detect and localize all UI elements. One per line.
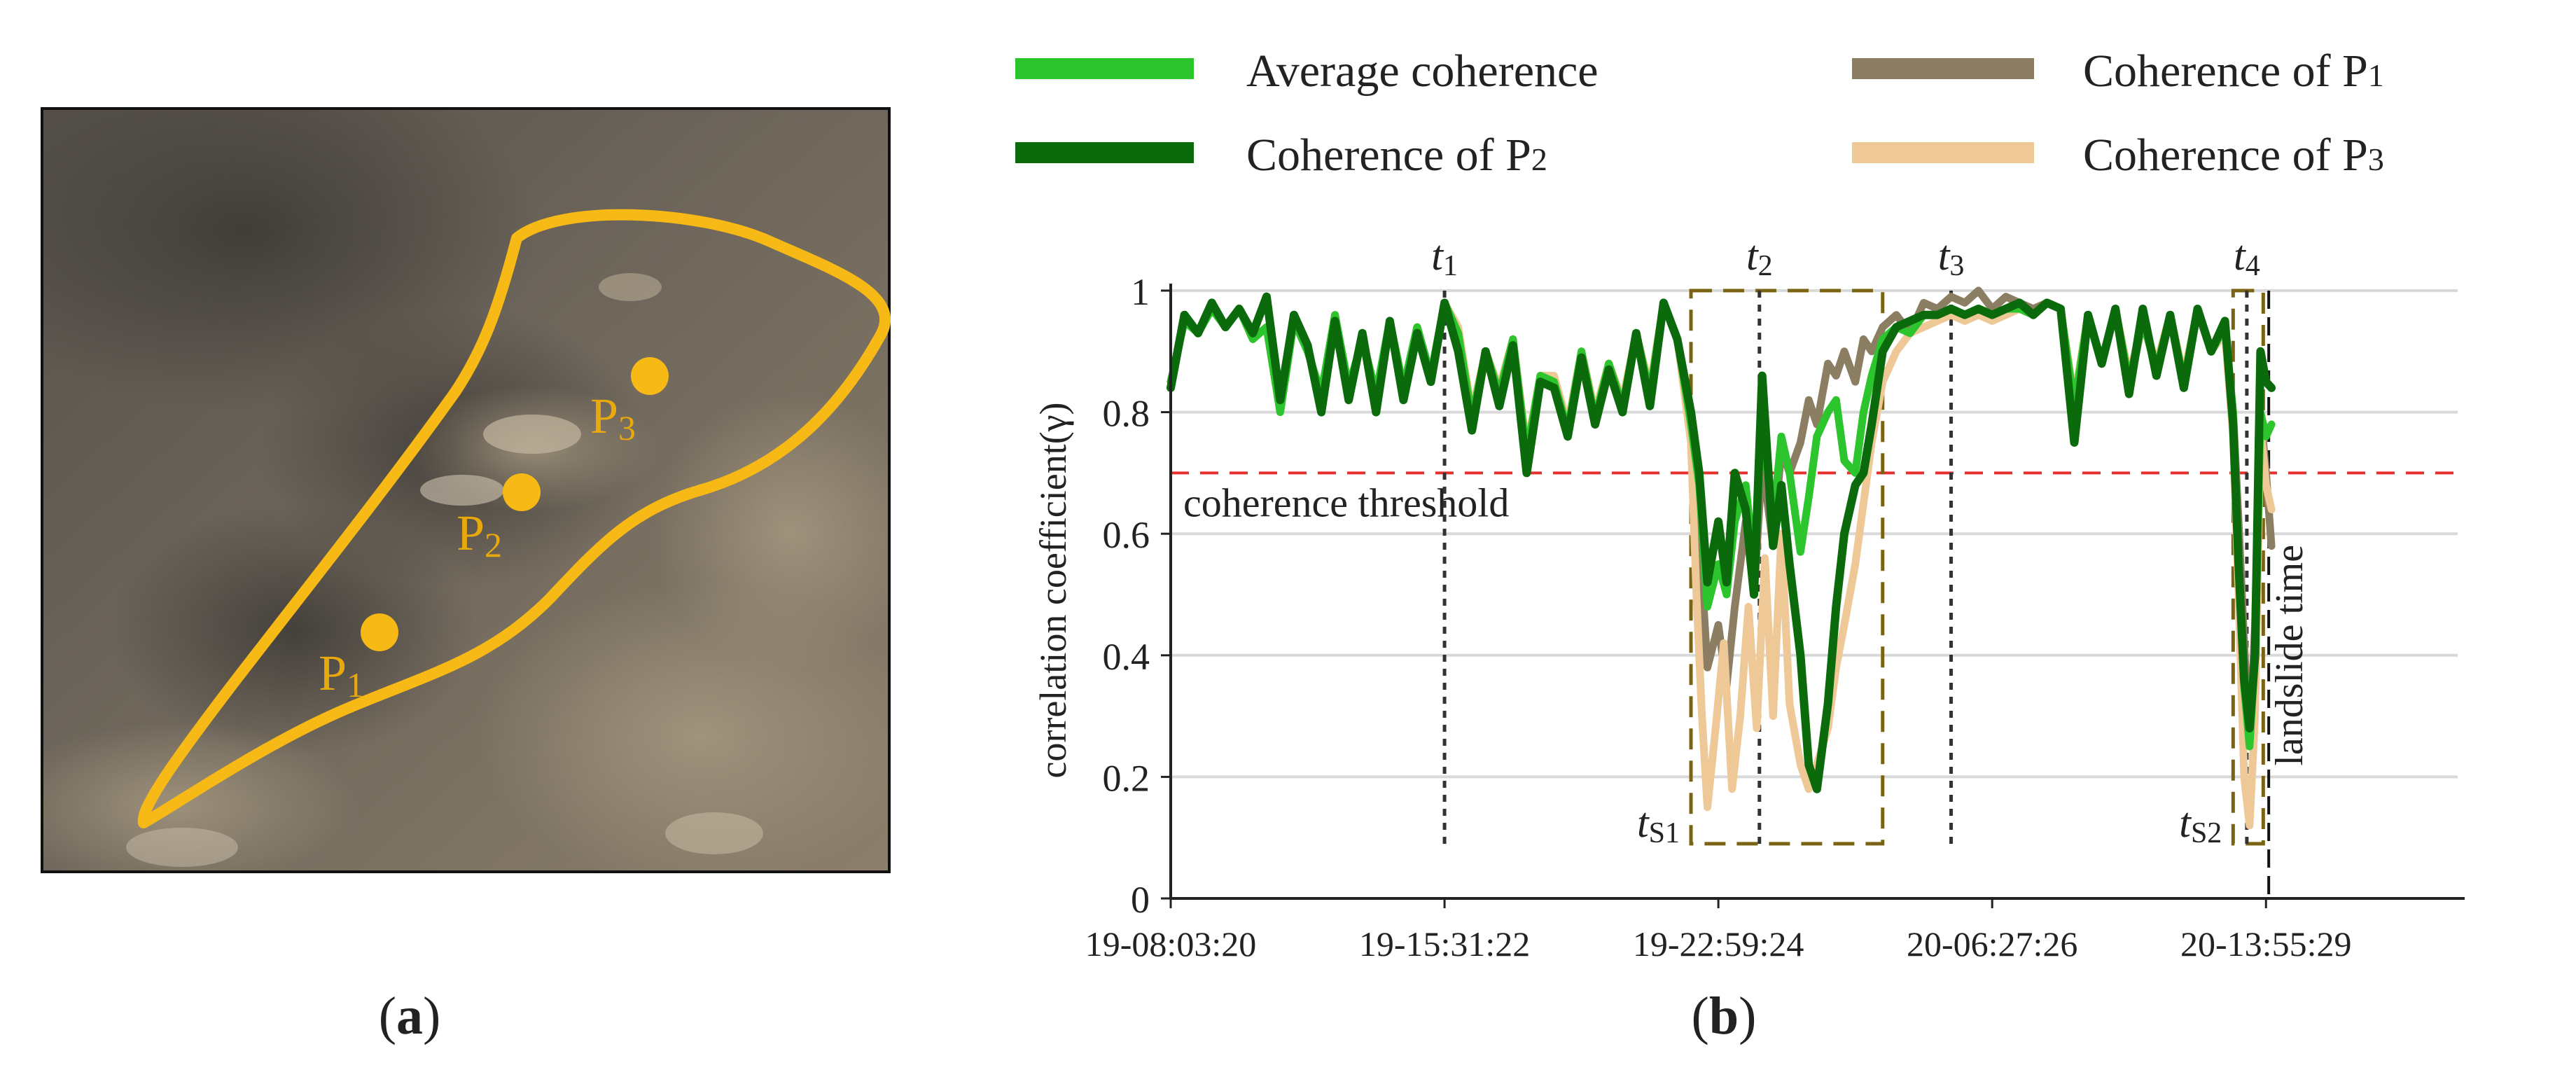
series-line-4 bbox=[1167, 292, 2276, 793]
caption-a: (a) bbox=[379, 987, 441, 1045]
x-tick-label: 19-08:03:20 bbox=[1085, 924, 1256, 964]
field-photo bbox=[42, 109, 889, 872]
y-tick-label: 0.4 bbox=[1103, 636, 1150, 678]
landslide-outline bbox=[137, 209, 891, 828]
time-marker-label-2: t2 bbox=[1746, 232, 1773, 282]
photo-frame bbox=[41, 107, 891, 873]
x-tick-label: 20-06:27:26 bbox=[1907, 924, 2077, 964]
point-p3-marker bbox=[631, 357, 669, 395]
legend-label-p1: Coherence of P1 bbox=[2083, 46, 2384, 97]
point-p2-marker bbox=[503, 473, 541, 511]
landslide-time-label: landslide time bbox=[2268, 545, 2311, 766]
y-tick-label: 0.6 bbox=[1103, 514, 1150, 556]
series-lines bbox=[1167, 286, 2276, 830]
time-marker-label-1: t1 bbox=[1431, 232, 1458, 282]
x-tick-label: 19-22:59:24 bbox=[1633, 924, 1804, 964]
caption-b: (b) bbox=[1692, 987, 1757, 1045]
y-tick-label: 0.8 bbox=[1103, 393, 1150, 435]
point-p1-label: P1 bbox=[319, 645, 364, 704]
y-tick-label: 0.2 bbox=[1103, 757, 1150, 799]
point-p2-label: P2 bbox=[457, 505, 502, 564]
legend: Average coherence Coherence of P1 Cohere… bbox=[1015, 46, 2384, 181]
x-tick-label: 20-13:55:29 bbox=[2180, 924, 2351, 964]
y-tick-label: 0 bbox=[1131, 879, 1150, 921]
legend-label-p2: Coherence of P2 bbox=[1246, 130, 1547, 181]
time-markers: t1 t2 t3 t4 landslide time bbox=[1431, 232, 2311, 898]
panel-b: Average coherence Coherence of P1 Cohere… bbox=[1015, 46, 2465, 1045]
y-tick-label: 1 bbox=[1131, 271, 1150, 313]
highlight-box-1 bbox=[1689, 289, 1885, 846]
point-p1-marker bbox=[361, 613, 398, 651]
legend-label-p3: Coherence of P3 bbox=[2083, 130, 2384, 181]
threshold: coherence threshold bbox=[1171, 471, 2458, 525]
threshold-label: coherence threshold bbox=[1183, 480, 1509, 525]
axes bbox=[1169, 284, 2465, 900]
legend-label-average: Average coherence bbox=[1246, 46, 1599, 97]
highlight-box-label-2: tS2 bbox=[2179, 800, 2222, 849]
x-tick-label: 19-15:31:22 bbox=[1359, 924, 1530, 964]
point-p3-label: P3 bbox=[590, 388, 636, 447]
time-marker-label-3: t3 bbox=[1938, 232, 1965, 282]
highlight-box-label-1: tS1 bbox=[1637, 800, 1680, 849]
y-axis-label: correlation coefficient(γ) bbox=[1032, 402, 1074, 778]
chart-labels: 0 0.2 0.4 0.6 0.8 1 19-08:03:20 19-15:31:22 19-2… bbox=[1085, 271, 2352, 964]
time-marker-label-4: t4 bbox=[2234, 232, 2260, 282]
panel-a: P1 P2 P3 (a) bbox=[41, 107, 891, 1045]
